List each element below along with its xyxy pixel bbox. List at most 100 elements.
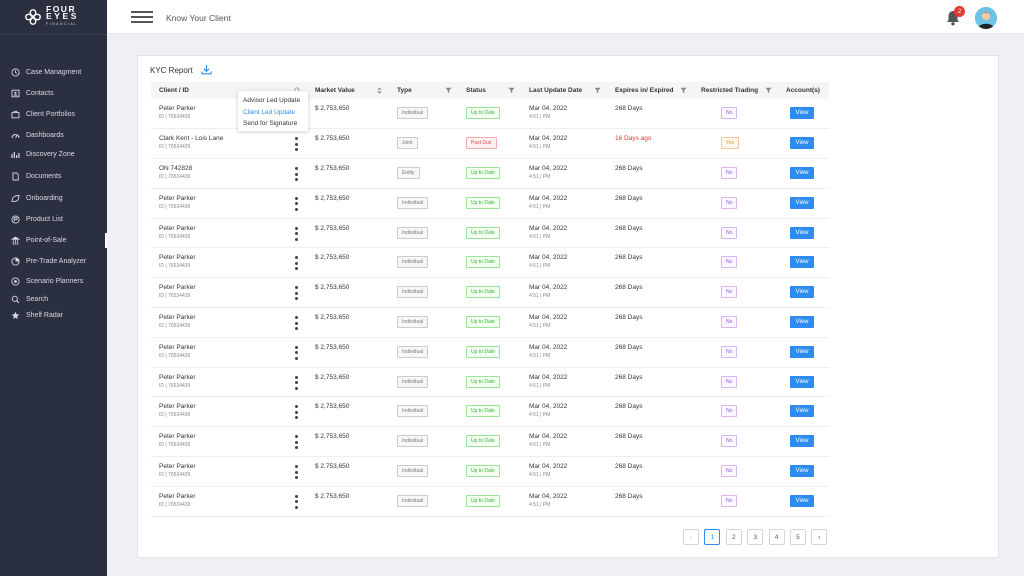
- col-market-value[interactable]: Market Value: [307, 82, 389, 99]
- sidebar-item-product-list[interactable]: Product List: [0, 209, 107, 230]
- sort-icon[interactable]: [376, 87, 383, 94]
- update-time: 4:51 | PM: [529, 203, 551, 210]
- more-options-icon[interactable]: [295, 494, 298, 510]
- filter-icon[interactable]: [445, 87, 452, 94]
- view-button[interactable]: View: [790, 167, 814, 180]
- logo[interactable]: FOUR EYES FINANCIAL: [0, 0, 107, 34]
- client-name[interactable]: Clark Kent - Lois Lane: [159, 135, 224, 143]
- status-cell: Up to Date: [458, 99, 521, 129]
- pagination-page-4[interactable]: 4: [768, 529, 785, 545]
- view-button[interactable]: View: [790, 405, 814, 418]
- sidebar-item-shelf-radar[interactable]: Shelf Radar: [0, 305, 107, 326]
- status-badge: Up to Date: [466, 256, 500, 269]
- sidebar-item-label: Onboarding: [26, 195, 63, 202]
- more-options-icon[interactable]: [295, 465, 298, 480]
- view-button[interactable]: View: [790, 226, 814, 239]
- sidebar-item-pre-trade-analyzer[interactable]: Pre-Trade Analyzer: [0, 251, 107, 272]
- more-options-icon[interactable]: [295, 405, 298, 420]
- filter-icon[interactable]: [680, 87, 687, 94]
- sidebar-item-case-managment[interactable]: Case Managment: [0, 62, 107, 83]
- client-name[interactable]: Peter Parker: [159, 284, 196, 292]
- pagination-next-button[interactable]: ›: [811, 529, 828, 545]
- client-name[interactable]: Peter Parker: [159, 403, 196, 411]
- view-button[interactable]: View: [790, 494, 814, 507]
- sidebar-item-documents[interactable]: Documents: [0, 166, 107, 187]
- client-name[interactable]: Peter Parker: [159, 343, 196, 351]
- kyc-table: Client / ID Market Value Type Status Las…: [151, 82, 829, 517]
- table-row: Peter Parker ID | 76534439 $ 2,753,650 Indi…: [151, 427, 829, 457]
- sidebar-item-search[interactable]: Search: [0, 289, 107, 310]
- view-button[interactable]: View: [790, 316, 814, 329]
- market-value-cell: $ 2,753,650: [315, 105, 350, 112]
- view-button[interactable]: View: [790, 345, 814, 358]
- col-type[interactable]: Type: [389, 82, 458, 99]
- more-options-icon[interactable]: [295, 167, 298, 182]
- pagination-page-3[interactable]: 3: [747, 529, 764, 545]
- type-badge: Individual: [397, 196, 429, 209]
- user-avatar[interactable]: [975, 7, 997, 29]
- restricted-badge: No: [721, 345, 738, 358]
- view-button[interactable]: View: [790, 465, 814, 478]
- restricted-badge: No: [721, 226, 738, 239]
- col-last-update[interactable]: Last Update Date: [521, 82, 607, 99]
- more-options-icon[interactable]: [295, 435, 298, 450]
- client-name[interactable]: Peter Parker: [159, 433, 196, 441]
- market-value-cell: $ 2,753,650: [315, 463, 350, 471]
- menu-item-send-for-signature[interactable]: Send for Signature: [243, 120, 298, 127]
- sidebar-item-client-portfolios[interactable]: Client Portfolios: [0, 104, 107, 125]
- client-name[interactable]: ON 742828: [159, 165, 193, 173]
- type-cell: Individual: [389, 99, 458, 129]
- client-name[interactable]: Peter Parker: [159, 463, 196, 471]
- pagination-page-1[interactable]: 1: [704, 529, 721, 545]
- view-button[interactable]: View: [790, 137, 814, 150]
- view-button[interactable]: View: [790, 196, 814, 209]
- more-options-icon[interactable]: [295, 256, 298, 271]
- market-value-cell: $ 2,753,650: [315, 343, 350, 351]
- client-name[interactable]: Peter Parker: [159, 254, 196, 262]
- filter-icon[interactable]: [594, 87, 601, 94]
- more-options-icon[interactable]: [295, 286, 298, 301]
- view-button[interactable]: View: [790, 107, 814, 119]
- menu-toggle-icon[interactable]: [131, 11, 153, 24]
- more-options-icon[interactable]: [295, 137, 298, 152]
- col-restricted-trading[interactable]: Restricted Trading: [693, 82, 778, 99]
- col-status[interactable]: Status: [458, 82, 521, 99]
- more-options-icon[interactable]: [295, 316, 298, 331]
- pagination-prev-button[interactable]: ‹: [683, 529, 699, 545]
- menu-item-advisor-led-update[interactable]: Advisor Led Update: [243, 97, 301, 104]
- view-button[interactable]: View: [790, 375, 814, 388]
- pagination-page-5[interactable]: 5: [789, 529, 806, 545]
- client-name[interactable]: Peter Parker: [159, 314, 196, 322]
- pagination-page-2[interactable]: 2: [725, 529, 742, 545]
- client-name[interactable]: Peter Parker: [159, 492, 196, 500]
- status-cell: Up to Date: [458, 397, 521, 427]
- accounts-cell: View: [778, 427, 829, 457]
- more-options-icon[interactable]: [295, 226, 298, 242]
- document-icon: [11, 172, 20, 181]
- status-badge: Up to Date: [466, 405, 500, 418]
- col-expires[interactable]: Expires in/ Expired: [607, 82, 693, 99]
- download-icon[interactable]: [201, 64, 212, 75]
- more-options-icon[interactable]: [295, 345, 298, 361]
- menu-item-client-led-update[interactable]: Client Led Update: [243, 108, 296, 116]
- sidebar-item-contacts[interactable]: Contacts: [0, 83, 107, 104]
- sidebar-item-discovery-zone[interactable]: Discovery Zone: [0, 144, 107, 165]
- sidebar-item-scenario-planners[interactable]: Scenario Planners: [0, 271, 107, 292]
- sidebar-item-dashboards[interactable]: Dashboards: [0, 125, 107, 146]
- view-button[interactable]: View: [790, 435, 814, 448]
- type-cell: Individual: [389, 457, 458, 487]
- sidebar-item-point-of-sale[interactable]: Point-of-Sale: [0, 230, 107, 251]
- sidebar-item-onboarding[interactable]: Onboarding: [0, 188, 107, 209]
- report-title: KYC Report: [150, 66, 193, 75]
- view-button[interactable]: View: [790, 256, 814, 269]
- client-name[interactable]: Peter Parker: [159, 194, 196, 202]
- client-name[interactable]: Peter Parker: [159, 105, 196, 112]
- more-options-icon[interactable]: [295, 375, 298, 391]
- type-cell: Joint: [389, 129, 458, 159]
- client-name[interactable]: Peter Parker: [159, 373, 196, 381]
- filter-icon[interactable]: [508, 87, 515, 94]
- client-name[interactable]: Peter Parker: [159, 224, 196, 232]
- filter-icon[interactable]: [765, 87, 772, 94]
- more-options-icon[interactable]: [295, 196, 298, 212]
- view-button[interactable]: View: [790, 286, 814, 299]
